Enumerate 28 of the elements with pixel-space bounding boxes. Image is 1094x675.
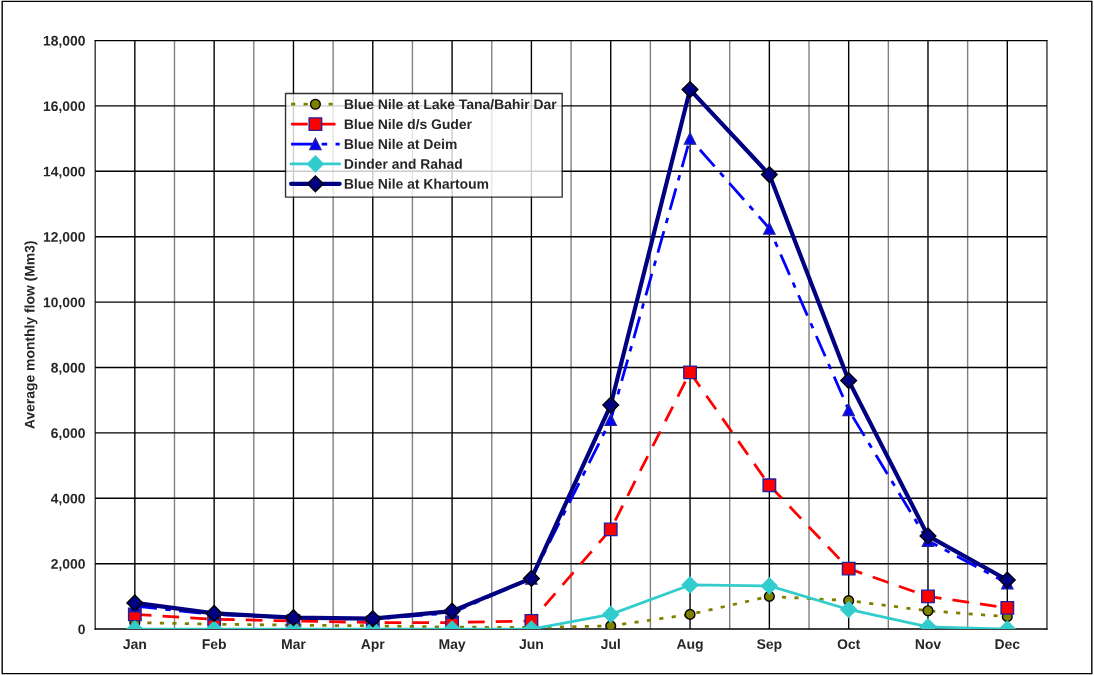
x-tick-label: Jun	[519, 639, 543, 650]
x-tick-label: May	[439, 639, 466, 652]
x-tick-label: Sep	[757, 639, 782, 652]
x-tick-label: Jan	[123, 639, 146, 650]
x-tick-label: Oct	[837, 639, 861, 650]
x-tick-label: Dec	[995, 639, 1020, 650]
y-tick-label: 16,000	[43, 101, 85, 114]
x-tick-label: Jul	[600, 638, 620, 650]
x-tick-label: Feb	[202, 638, 226, 650]
y-tick-label: 6,000	[51, 428, 85, 441]
x-tick-label: Apr	[361, 639, 385, 652]
x-tick-label: Mar	[282, 639, 306, 650]
y-tick-label: 0	[78, 624, 85, 635]
legend-label: Blue Nile at Khartoum	[344, 178, 489, 189]
y-axis-title: Average monthly flow (Mm3)	[24, 241, 38, 429]
legend-label: Blue Nile at Deim	[344, 138, 457, 150]
x-tick-label: Nov	[915, 639, 942, 650]
y-tick-label: 12,000	[43, 232, 85, 244]
legend-label: Dinder and Rahad	[344, 158, 462, 169]
legend-label: Blue Nile at Lake Tana/Bahir Dar	[344, 99, 557, 110]
y-tick-label: 8,000	[51, 362, 85, 375]
y-tick-label: 2,000	[51, 559, 85, 571]
legend-label: Blue Nile d/s Guder	[344, 118, 472, 130]
y-tick-label: 18,000	[43, 35, 85, 48]
y-tick-label: 4,000	[50, 493, 85, 506]
y-tick-label: 14,000	[43, 166, 85, 179]
y-tick-label: 10,000	[43, 297, 85, 310]
x-tick-label: Aug	[676, 639, 703, 652]
